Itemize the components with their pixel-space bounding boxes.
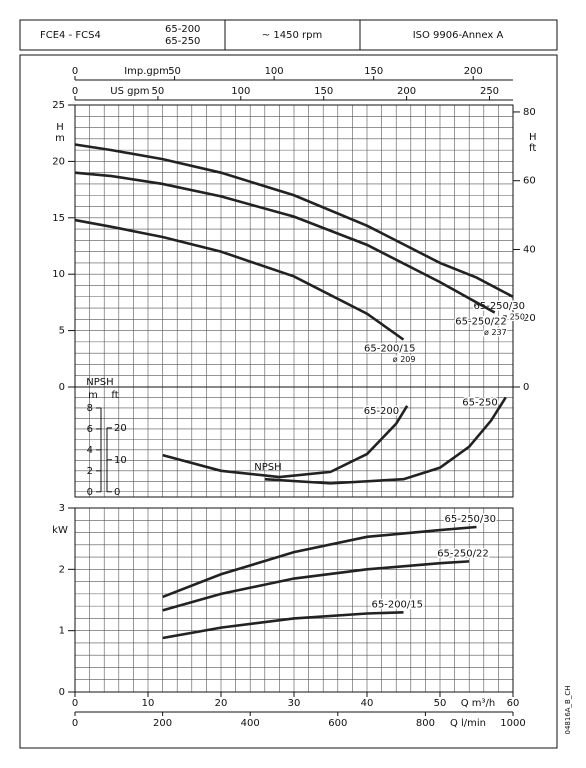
- x-tick-label: 20: [215, 698, 228, 709]
- panel-border: [74, 386, 514, 498]
- model: FCE4 - FCS4: [40, 30, 101, 41]
- y-tick-label: 25: [52, 100, 65, 111]
- top-tick-label: 50: [152, 86, 165, 97]
- curve-label: 65-200/15: [372, 599, 424, 610]
- y2-tick-label: 10: [114, 455, 127, 466]
- top-tick-label: 50: [168, 66, 181, 77]
- top-axis-label: US gpm: [110, 86, 149, 97]
- curve: [264, 396, 507, 485]
- y-tick-label: 1: [59, 626, 65, 637]
- bottom-tick-label: 200: [153, 718, 172, 729]
- y-label: NPSH: [86, 377, 113, 388]
- curve: [74, 171, 496, 314]
- top-tick-label: 250: [480, 86, 499, 97]
- bottom-tick-label: 0: [72, 718, 78, 729]
- top-tick-label: 150: [314, 86, 333, 97]
- curve-diameter: ø 237: [484, 328, 507, 337]
- annotation: NPSH: [254, 462, 281, 473]
- y-tick-label: 0: [59, 382, 65, 393]
- variant: 65-250: [165, 36, 200, 47]
- x-tick-label: 30: [288, 698, 301, 709]
- y-unit: m: [55, 133, 65, 144]
- variant: 65-200: [165, 24, 200, 35]
- curve: [162, 405, 409, 479]
- y-tick-label: 8: [87, 403, 93, 414]
- y-tick-label: 4: [87, 445, 93, 456]
- curve-label: 65-250/30: [445, 514, 497, 525]
- bottom-tick-label: 600: [328, 718, 347, 729]
- y2-unit: ft: [529, 143, 536, 154]
- y-tick-label: 5: [59, 326, 65, 337]
- top-tick-label: 200: [464, 66, 483, 77]
- y2-tick-label: 80: [523, 107, 536, 118]
- y2-tick-label: 0: [114, 487, 120, 498]
- curve: [74, 143, 514, 298]
- y-tick-label: 0: [59, 687, 65, 698]
- y2-label: H: [529, 132, 537, 143]
- top-axis-label: Imp.gpm: [124, 66, 169, 77]
- curve: [162, 560, 470, 612]
- x-label: Q m³/h: [461, 698, 496, 709]
- bottom-tick-label: 400: [241, 718, 260, 729]
- y2-tick-label: 40: [523, 244, 536, 255]
- y2-tick-label: 20: [114, 423, 127, 434]
- y-unit: m: [88, 390, 98, 401]
- curve-label: 65-250/22: [437, 548, 489, 559]
- top-tick-label: 200: [397, 86, 416, 97]
- chart-frame: [19, 54, 558, 749]
- y-tick-label: 2: [87, 466, 93, 477]
- x-tick-label: 50: [434, 698, 447, 709]
- curve-diameter: ø 209: [393, 355, 416, 364]
- curve-label: 65-200/15: [364, 344, 416, 355]
- y-label: kW: [52, 525, 68, 536]
- curve: [162, 610, 404, 640]
- y-tick-label: 15: [52, 213, 65, 224]
- curve-label: 65-200: [364, 406, 399, 417]
- y2-tick-label: 0: [523, 382, 529, 393]
- curve: [162, 525, 477, 599]
- curve-label: 65-250: [462, 397, 497, 408]
- top-tick-label: 0: [72, 86, 78, 97]
- y2-unit: ft: [111, 390, 118, 401]
- footnote: 04816A_B_CH: [564, 685, 572, 734]
- y-tick-label: 3: [59, 503, 65, 514]
- y-tick-label: 2: [59, 564, 65, 575]
- top-tick-label: 150: [364, 66, 383, 77]
- y-tick-label: 20: [52, 156, 65, 167]
- curve-label: 65-250/22: [455, 317, 507, 328]
- y2-tick-label: 20: [523, 313, 536, 324]
- x-tick-label: 0: [72, 698, 78, 709]
- bottom-axis-label: Q l/min: [450, 718, 486, 729]
- y-tick-label: 10: [52, 269, 65, 280]
- header-box: [19, 19, 558, 51]
- y-tick-label: 6: [87, 424, 93, 435]
- x-tick-label: 60: [507, 698, 520, 709]
- x-tick-label: 40: [361, 698, 374, 709]
- y2-tick-label: 60: [523, 176, 536, 187]
- curve: [74, 218, 405, 341]
- speed: ~ 1450 rpm: [262, 30, 322, 41]
- top-tick-label: 100: [231, 86, 250, 97]
- standard: ISO 9906-Annex A: [413, 30, 504, 41]
- curve-label: 65-250/30: [473, 301, 525, 312]
- curve-diameter: ø 250: [502, 312, 525, 321]
- x-tick-label: 10: [142, 698, 155, 709]
- y-label: H: [56, 122, 64, 133]
- bottom-tick-label: 800: [416, 718, 435, 729]
- top-tick-label: 0: [72, 66, 78, 77]
- y-tick-label: 0: [87, 487, 93, 498]
- top-tick-label: 100: [265, 66, 284, 77]
- bottom-tick-label: 1000: [500, 718, 525, 729]
